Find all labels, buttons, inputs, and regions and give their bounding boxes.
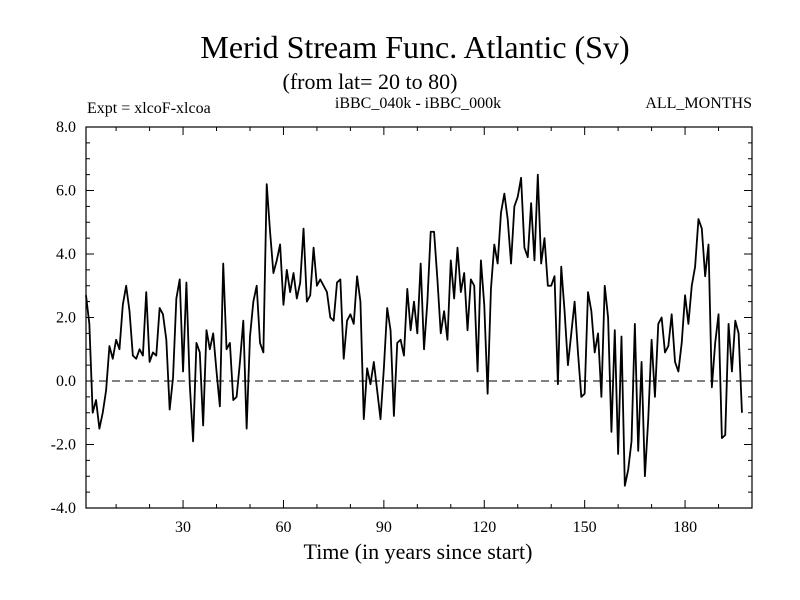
x-axis-label: Time (in years since start) <box>304 539 533 564</box>
y-tick-label: -4.0 <box>51 500 76 517</box>
y-tick-label: 8.0 <box>56 119 76 136</box>
x-tick-label: 60 <box>275 519 291 536</box>
y-tick-label: 0.0 <box>56 373 76 390</box>
chart-subtitle: (from lat= 20 to 80) <box>283 69 458 94</box>
experiment-label: Expt = xlcoF-xlcoa <box>87 100 211 117</box>
y-tick-label: 4.0 <box>56 246 76 263</box>
series-line <box>85 173 743 487</box>
x-tick-label: 30 <box>175 519 191 536</box>
x-tick-label: 90 <box>376 519 392 536</box>
months-label: ALL_MONTHS <box>645 95 752 112</box>
plot-frame <box>85 126 753 509</box>
x-tick-label: 180 <box>673 519 697 536</box>
x-tick-label: 120 <box>472 519 496 536</box>
difference-label: iBBC_040k - iBBC_000k <box>335 95 501 112</box>
x-tick-label: 150 <box>573 519 597 536</box>
y-tick-label: -2.0 <box>51 437 76 454</box>
y-tick-label: 6.0 <box>56 183 76 200</box>
chart-title: Merid Stream Func. Atlantic (Sv) <box>200 29 629 65</box>
y-tick-label: 2.0 <box>56 310 76 327</box>
